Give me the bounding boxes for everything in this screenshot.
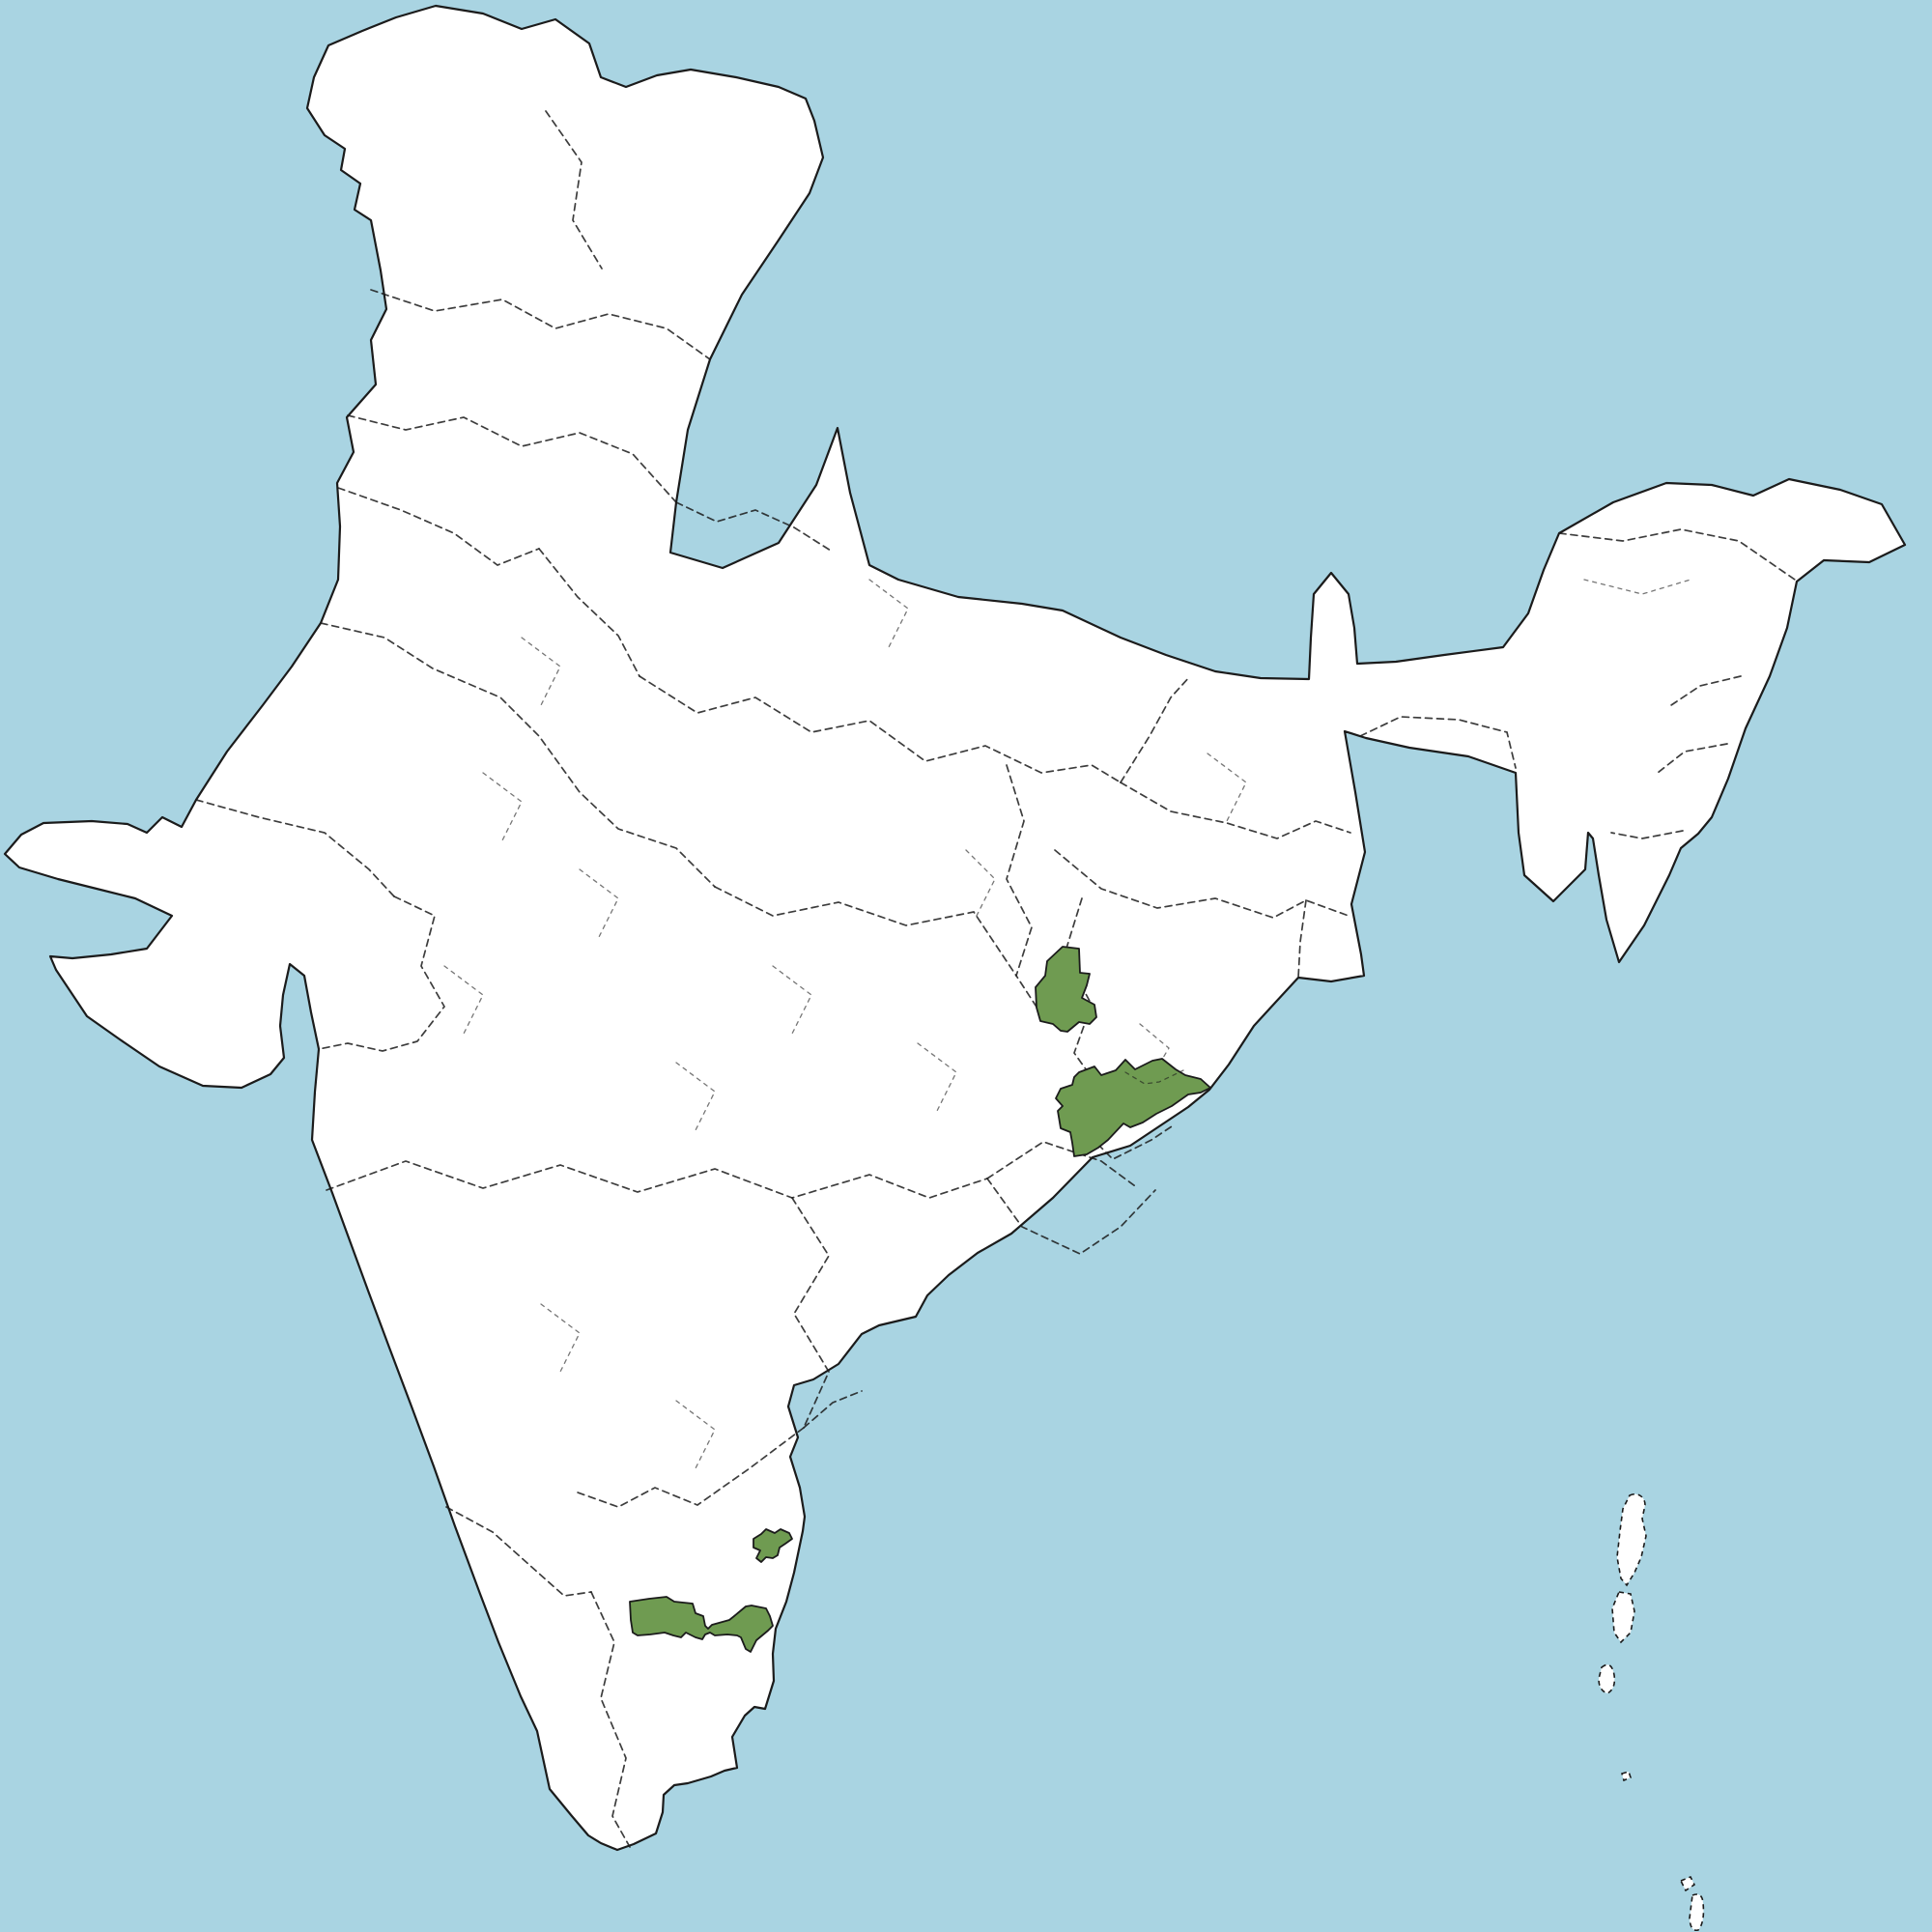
india-landmass	[3, 4, 1907, 1852]
district-line	[965, 849, 996, 919]
island-small	[1621, 1771, 1632, 1782]
state-border-up-mp	[639, 675, 1122, 783]
highlighted-districts	[629, 946, 1211, 1653]
state-border-rajasthan-east	[320, 622, 716, 888]
island-great-nicobar	[1689, 1893, 1705, 1932]
state-border-telangana-north	[986, 1141, 1139, 1189]
state-border-karnataka-kerala	[445, 1506, 592, 1597]
state-border-wb-odisha	[1297, 899, 1307, 979]
state-border-telangana-south	[986, 1178, 1156, 1255]
state-border-chhattisgarh-odisha	[1064, 897, 1176, 1161]
highlight-odisha-coastal	[1055, 1058, 1211, 1157]
state-border-maharashtra-karnataka	[326, 1160, 988, 1199]
state-boundaries	[195, 110, 1796, 1848]
highlight-tamil-nadu-belt	[629, 1596, 774, 1653]
island-south-andaman	[1611, 1591, 1635, 1644]
state-border-karnataka-tn	[577, 1427, 805, 1508]
state-border-ap-tn	[803, 1390, 863, 1429]
state-border-haryana-up	[538, 548, 640, 677]
state-border-up-bihar	[1120, 675, 1191, 783]
state-border-assam-meghalaya	[1359, 716, 1517, 769]
highlight-odisha-inland	[1035, 946, 1097, 1033]
state-border-mp-maharashtra	[714, 886, 1017, 977]
state-border-jharkhand-odisha	[1054, 849, 1350, 919]
state-border-mp-chhattisgarh	[1006, 764, 1042, 1015]
state-border-uttarakhand	[675, 501, 832, 552]
state-border-kerala-tn	[590, 1591, 631, 1848]
state-border-arunachal-assam	[1558, 528, 1796, 581]
highlight-tamil-nadu-small	[753, 1528, 793, 1563]
state-border-manipur-assam	[1657, 743, 1728, 774]
state-border-gujarat-maharashtra	[318, 895, 446, 1052]
island-car-nicobar	[1679, 1875, 1696, 1892]
andaman-nicobar-islands	[1598, 1492, 1705, 1932]
state-border-nagaland-assam	[1670, 675, 1742, 706]
district-line-in-highlight	[1124, 1069, 1184, 1085]
state-border-karnataka-ap	[791, 1197, 830, 1429]
island-little-andaman	[1598, 1663, 1616, 1694]
state-border-hp-punjab	[347, 414, 677, 503]
state-border-rajasthan-gujarat	[195, 799, 395, 897]
island-north-middle-andaman	[1616, 1492, 1647, 1587]
state-border-jk-hp	[370, 289, 711, 360]
district-line	[1583, 579, 1691, 595]
state-border-bihar-jharkhand	[1120, 781, 1351, 839]
state-border-mizoram-assam	[1610, 830, 1684, 839]
